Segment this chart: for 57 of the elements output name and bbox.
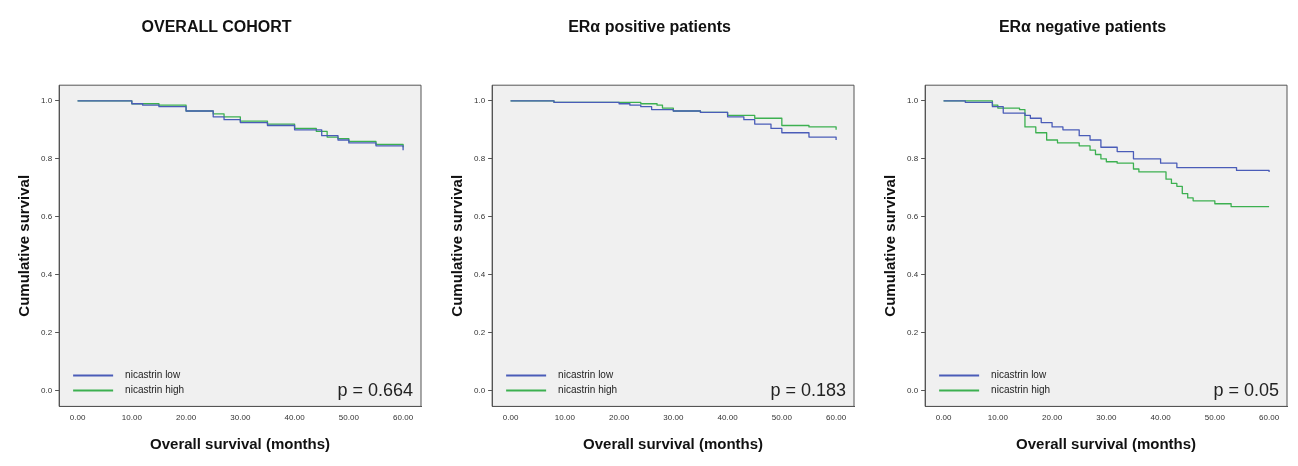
x-tick-label: 40.00 bbox=[717, 413, 739, 423]
x-axis-title: Overall survival (months) bbox=[583, 435, 764, 453]
chart-title: ERα positive patients bbox=[568, 18, 731, 36]
x-tick-label: 40.00 bbox=[1150, 413, 1172, 423]
legend-label: nicastrin low bbox=[991, 369, 1047, 381]
x-tick-label: 60.00 bbox=[1259, 413, 1280, 423]
y-tick-label: 0.0 bbox=[41, 385, 53, 395]
y-tick-label: 0.0 bbox=[907, 385, 919, 395]
y-tick-label: 0.2 bbox=[41, 327, 53, 337]
chart-title: ERα negative patients bbox=[998, 18, 1167, 36]
x-axis-title: Overall survival (months) bbox=[150, 435, 331, 453]
y-tick-label: 0.4 bbox=[474, 269, 486, 279]
y-tick-label: 1.0 bbox=[474, 96, 486, 106]
x-tick-label: 0.00 bbox=[502, 413, 519, 423]
x-tick-label: 10.00 bbox=[554, 413, 576, 423]
x-tick-label: 30.00 bbox=[230, 413, 251, 423]
x-tick-label: 60.00 bbox=[826, 413, 847, 423]
y-tick-label: 0.0 bbox=[474, 385, 486, 395]
y-tick-label: 0.4 bbox=[907, 269, 919, 279]
y-tick-label: 1.0 bbox=[907, 96, 919, 106]
legend-label: nicastrin low bbox=[125, 369, 181, 381]
x-tick-label: 60.00 bbox=[393, 413, 414, 423]
annotation: p = 0.183 bbox=[770, 380, 846, 401]
y-tick-label: 0.2 bbox=[907, 327, 919, 337]
x-tick-label: 40.00 bbox=[284, 413, 306, 423]
x-tick-label: 50.00 bbox=[771, 413, 793, 423]
x-tick-label: 0.00 bbox=[69, 413, 86, 423]
y-tick-label: 0.6 bbox=[41, 212, 53, 222]
chart-title: OVERALL COHORT bbox=[141, 18, 292, 36]
x-tick-label: 20.00 bbox=[1042, 413, 1063, 423]
y-tick-label: 0.6 bbox=[907, 212, 919, 222]
legend-label: nicastrin high bbox=[558, 384, 618, 396]
y-axis-title: Cumulative survival bbox=[448, 174, 466, 317]
x-tick-label: 10.00 bbox=[987, 413, 1009, 423]
annotation: p = 0.664 bbox=[337, 380, 413, 401]
y-tick-label: 0.4 bbox=[41, 269, 53, 279]
legend-label: nicastrin low bbox=[558, 369, 614, 381]
annotation: p = 0.05 bbox=[1213, 380, 1279, 401]
x-tick-label: 0.00 bbox=[935, 413, 952, 423]
x-tick-label: 20.00 bbox=[176, 413, 197, 423]
x-tick-label: 50.00 bbox=[338, 413, 360, 423]
y-tick-label: 0.6 bbox=[474, 212, 486, 222]
x-tick-label: 20.00 bbox=[609, 413, 630, 423]
y-axis-title: Cumulative survival bbox=[881, 174, 899, 317]
y-tick-label: 0.8 bbox=[474, 154, 486, 164]
x-tick-label: 50.00 bbox=[1204, 413, 1226, 423]
y-tick-label: 0.8 bbox=[907, 154, 919, 164]
y-tick-label: 0.2 bbox=[474, 327, 486, 337]
legend-label: nicastrin high bbox=[125, 384, 185, 396]
x-tick-label: 10.00 bbox=[121, 413, 143, 423]
x-axis-title: Overall survival (months) bbox=[1016, 435, 1197, 453]
legend-label: nicastrin high bbox=[991, 384, 1051, 396]
y-axis-title: Cumulative survival bbox=[15, 174, 33, 317]
x-tick-label: 30.00 bbox=[663, 413, 684, 423]
x-tick-label: 30.00 bbox=[1096, 413, 1117, 423]
y-tick-label: 1.0 bbox=[41, 96, 53, 106]
y-tick-label: 0.8 bbox=[41, 154, 53, 164]
